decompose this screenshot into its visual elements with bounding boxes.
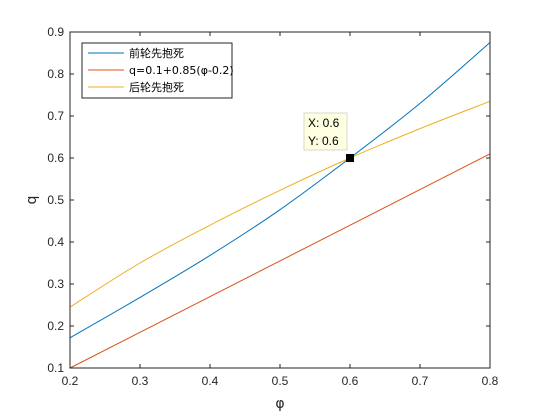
legend-label-1: q=0.1+0.85(φ-0.2) bbox=[129, 64, 234, 77]
x-tick-label: 0.2 bbox=[62, 374, 79, 388]
datatip-x-text: X: 0.6 bbox=[308, 116, 340, 130]
x-tick-label: 0.6 bbox=[342, 374, 359, 388]
legend-label-0: 前轮先抱死 bbox=[129, 46, 184, 60]
series-line-0[interactable] bbox=[69, 42, 491, 339]
y-axis-ticks: 0.1 0.2 0.3 0.4 0.5 0.6 0.7 0.8 0.9 bbox=[47, 25, 490, 375]
legend-items: 前轮先抱死 q=0.1+0.85(φ-0.2) 后轮先抱死 bbox=[88, 46, 234, 94]
series-line-2[interactable] bbox=[69, 100, 491, 308]
x-tick-label: 0.3 bbox=[132, 374, 149, 388]
y-tick-label: 0.1 bbox=[47, 361, 64, 375]
x-tick-label: 0.8 bbox=[482, 374, 499, 388]
legend-label-2: 后轮先抱死 bbox=[129, 80, 184, 94]
y-tick-label: 0.8 bbox=[47, 67, 64, 81]
y-tick-label: 0.4 bbox=[47, 235, 64, 249]
datatip[interactable]: X: 0.6 Y: 0.6 bbox=[303, 112, 354, 162]
x-axis-label: φ bbox=[275, 396, 284, 412]
y-tick-label: 0.2 bbox=[47, 319, 64, 333]
y-axis-label: q bbox=[24, 196, 40, 205]
x-tick-label: 0.4 bbox=[202, 374, 219, 388]
datatip-box bbox=[303, 112, 348, 151]
series-layer bbox=[69, 42, 491, 369]
y-tick-label: 0.7 bbox=[47, 109, 64, 123]
datatip-y-text: Y: 0.6 bbox=[308, 134, 339, 148]
x-tick-label: 0.5 bbox=[272, 374, 289, 388]
series-line-1[interactable] bbox=[69, 153, 491, 369]
x-axis-ticks: 0.2 0.3 0.4 0.5 0.6 0.7 0.8 bbox=[62, 32, 499, 388]
x-tick-label: 0.7 bbox=[412, 374, 429, 388]
y-tick-label: 0.3 bbox=[47, 277, 64, 291]
datatip-marker[interactable] bbox=[346, 154, 354, 162]
y-tick-label: 0.5 bbox=[47, 193, 64, 207]
legend[interactable]: 前轮先抱死 q=0.1+0.85(φ-0.2) 后轮先抱死 bbox=[81, 42, 234, 99]
y-tick-label: 0.9 bbox=[47, 25, 64, 39]
y-tick-label: 0.6 bbox=[47, 151, 64, 165]
